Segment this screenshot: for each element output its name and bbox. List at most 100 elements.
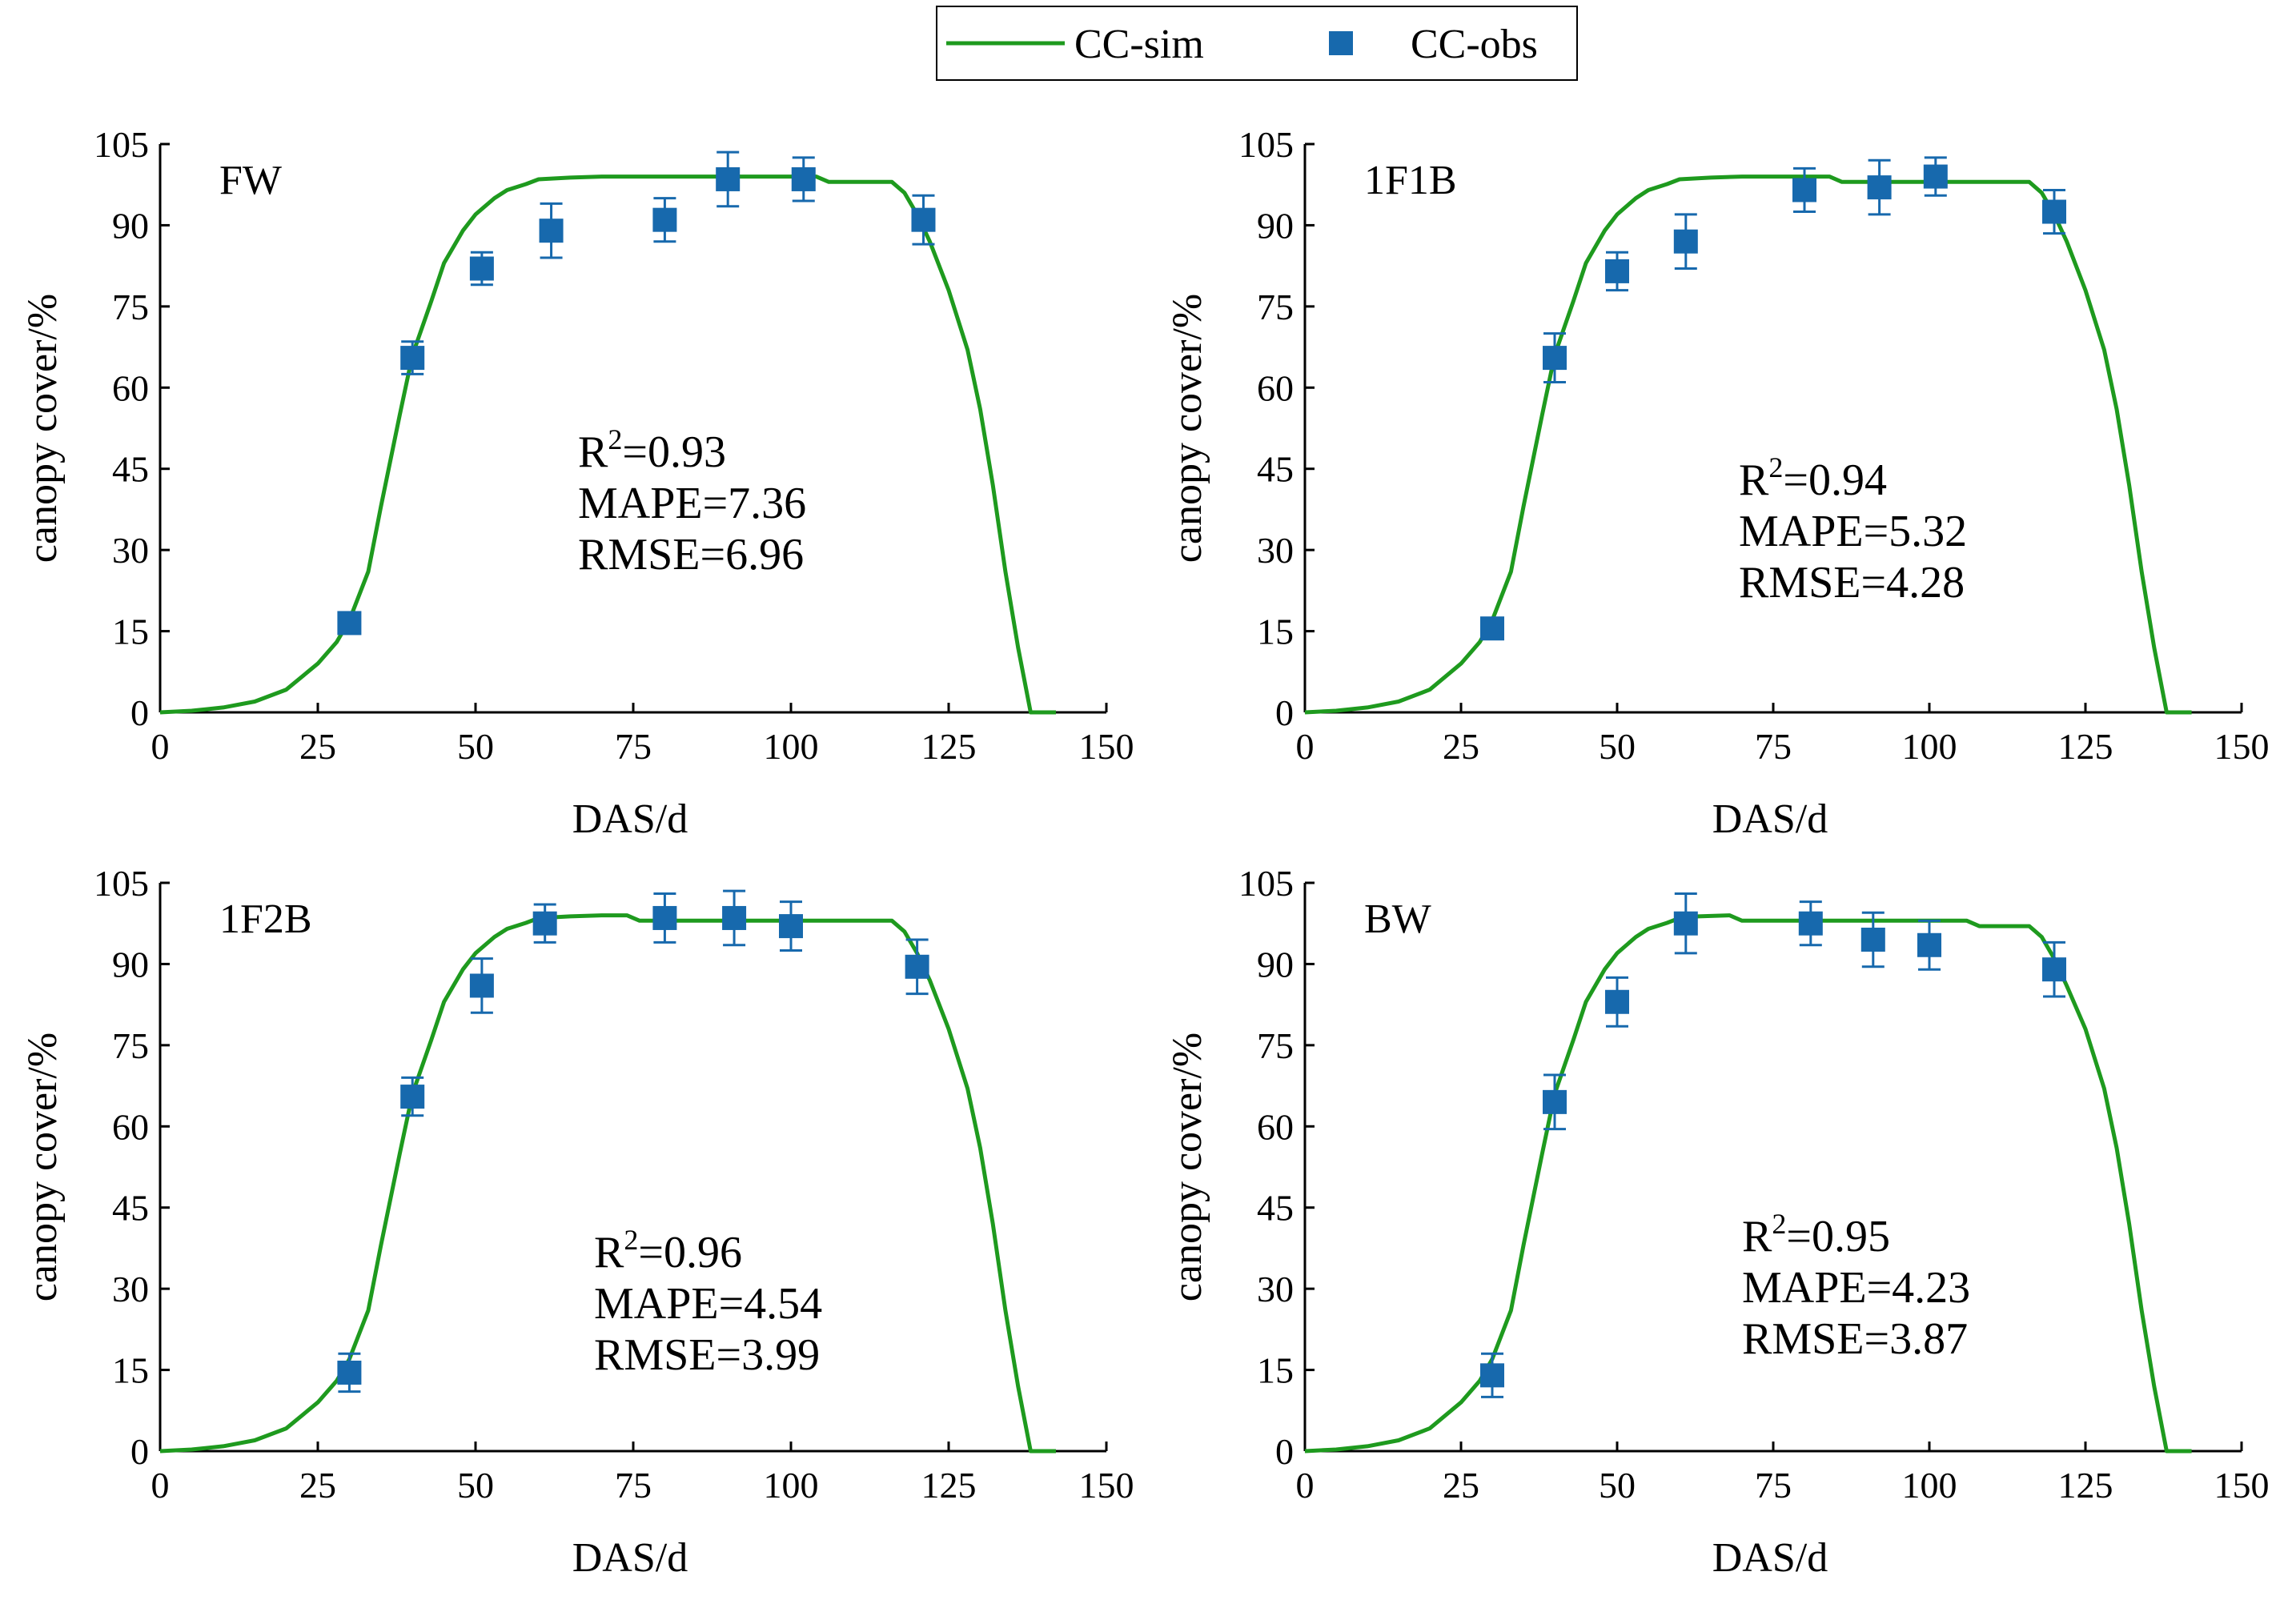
r2-stat: R2=0.96 (594, 1224, 742, 1277)
y-tick-label: 90 (1257, 944, 1294, 984)
x-tick-label: 75 (1755, 1465, 1792, 1506)
y-tick-label: 0 (130, 1431, 149, 1472)
obs-point (469, 256, 494, 281)
y-tick-label: 75 (1257, 287, 1294, 327)
obs-point (539, 219, 564, 243)
panel-1f1b: 0 25 50 75 100 125 150 0 15 30 45 60 75 90 105 DAS/d can… (1165, 124, 2270, 842)
panel-1f2b: 0 25 50 75 100 125 150 0 15 30 45 60 75 90 105 DAS/d can… (20, 863, 1134, 1581)
x-tick-label: 125 (921, 726, 977, 767)
obs-point (1673, 229, 1698, 254)
x-tick-label: 75 (615, 726, 652, 767)
obs-point (532, 911, 557, 936)
x-tick-label: 125 (2058, 1465, 2113, 1506)
y-tick-label: 60 (112, 1106, 149, 1147)
x-tick-label: 25 (1443, 726, 1479, 767)
legend: CC-sim CC-obs (936, 6, 1578, 81)
x-axis-title: DAS/d (572, 1535, 688, 1581)
y-tick-label: 75 (1257, 1025, 1294, 1066)
y-tick-label: 15 (112, 1350, 149, 1391)
x-tick-label: 50 (1599, 726, 1636, 767)
x-tick-label: 25 (299, 1465, 336, 1506)
y-tick-label: 90 (112, 944, 149, 984)
y-tick-label: 15 (1257, 612, 1294, 652)
r2-stat: R2=0.94 (1739, 451, 1887, 505)
x-tick-label: 150 (1079, 726, 1134, 767)
y-tick-label: 60 (1257, 1106, 1294, 1147)
x-tick-label: 150 (1079, 1465, 1134, 1506)
obs-point (911, 207, 936, 232)
obs-point (1923, 164, 1948, 189)
x-axis-title: DAS/d (572, 796, 688, 842)
obs-point (905, 954, 929, 979)
y-tick-label: 60 (1257, 367, 1294, 408)
y-tick-label: 105 (94, 863, 149, 904)
y-tick-label: 30 (112, 1269, 149, 1309)
obs-point (1798, 911, 1823, 936)
r2-stat: R2=0.95 (1742, 1208, 1890, 1261)
x-tick-label: 50 (457, 726, 494, 767)
panel-label: BW (1364, 896, 1431, 942)
y-tick-label: 0 (1275, 692, 1294, 733)
obs-point (791, 166, 816, 191)
obs-point (1543, 1089, 1567, 1114)
obs-point (1605, 989, 1629, 1014)
mape-stat: MAPE=4.23 (1742, 1263, 1970, 1313)
y-tick-label: 45 (1257, 1188, 1294, 1229)
y-tick-label: 15 (112, 612, 149, 652)
sim-line (1304, 174, 2192, 715)
obs-point (1860, 928, 1885, 952)
y-tick-label: 0 (1275, 1431, 1294, 1472)
x-tick-label: 0 (1296, 1465, 1315, 1506)
y-axis-title: canopy cover/% (1165, 294, 1210, 563)
x-tick-label: 100 (764, 726, 819, 767)
y-tick-label: 105 (1238, 863, 1294, 904)
y-axis-title: canopy cover/% (20, 294, 66, 563)
obs-point (652, 207, 677, 232)
rmse-stat: RMSE=4.28 (1739, 558, 1965, 608)
panel-bw: 0 25 50 75 100 125 150 0 15 30 45 60 75 90 105 DAS/d can… (1165, 863, 2270, 1581)
x-tick-label: 25 (299, 726, 336, 767)
rmse-stat: RMSE=3.99 (594, 1330, 820, 1380)
y-axis-title: canopy cover/% (20, 1033, 66, 1301)
r2-stat: R2=0.93 (578, 423, 726, 477)
y-tick-label: 75 (112, 1025, 149, 1066)
y-tick-label: 90 (112, 205, 149, 246)
x-tick-label: 100 (1902, 1465, 1957, 1506)
mape-stat: MAPE=7.36 (578, 479, 806, 528)
obs-point (2042, 957, 2066, 982)
x-tick-label: 150 (2214, 726, 2270, 767)
y-tick-label: 45 (112, 449, 149, 490)
x-tick-label: 0 (151, 726, 170, 767)
y-tick-label: 0 (130, 692, 149, 733)
legend-obs-swatch (1329, 31, 1353, 55)
x-tick-label: 0 (1296, 726, 1315, 767)
x-tick-label: 125 (2058, 726, 2113, 767)
obs-point (400, 1085, 425, 1109)
y-tick-label: 30 (112, 530, 149, 571)
panel-label: 1F1B (1364, 158, 1457, 203)
x-axis-title: DAS/d (1712, 1535, 1828, 1581)
y-tick-label: 60 (112, 367, 149, 408)
panel-label: 1F2B (219, 896, 312, 942)
mape-stat: MAPE=4.54 (594, 1279, 822, 1329)
obs-point (652, 905, 677, 930)
obs-point (337, 611, 362, 636)
obs-point (1480, 1363, 1504, 1388)
y-tick-label: 15 (1257, 1350, 1294, 1391)
x-tick-label: 25 (1443, 1465, 1479, 1506)
obs-point (400, 346, 425, 371)
obs-point (1673, 911, 1698, 936)
x-tick-label: 100 (764, 1465, 819, 1506)
obs-point (716, 166, 741, 191)
legend-obs-label: CC-obs (1411, 22, 1538, 67)
x-tick-label: 150 (2214, 1465, 2270, 1506)
x-axis-title: DAS/d (1712, 796, 1828, 842)
obs-point (779, 914, 803, 939)
obs-point (1480, 616, 1504, 641)
x-tick-label: 50 (457, 1465, 494, 1506)
y-tick-label: 75 (112, 287, 149, 327)
y-tick-label: 45 (112, 1188, 149, 1229)
x-tick-label: 75 (1755, 726, 1792, 767)
obs-point (1917, 932, 1941, 957)
